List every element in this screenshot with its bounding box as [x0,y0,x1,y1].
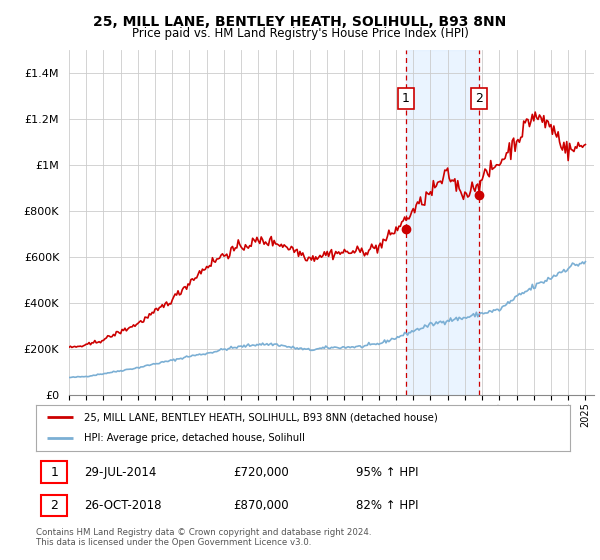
Text: 1: 1 [50,465,58,479]
Text: Price paid vs. HM Land Registry's House Price Index (HPI): Price paid vs. HM Land Registry's House … [131,27,469,40]
Text: 29-JUL-2014: 29-JUL-2014 [84,465,157,479]
Text: 82% ↑ HPI: 82% ↑ HPI [356,498,419,512]
Text: 26-OCT-2018: 26-OCT-2018 [84,498,161,512]
Text: 95% ↑ HPI: 95% ↑ HPI [356,465,419,479]
Bar [406,50,479,395]
Text: HPI: Average price, detached house, Solihull: HPI: Average price, detached house, Soli… [84,433,305,444]
Text: Contains HM Land Registry data © Crown copyright and database right 2024.
This d: Contains HM Land Registry data © Crown c… [36,528,371,547]
Text: 25, MILL LANE, BENTLEY HEATH, SOLIHULL, B93 8NN (detached house): 25, MILL LANE, BENTLEY HEATH, SOLIHULL, … [84,412,438,422]
Text: 2: 2 [475,92,483,105]
Text: 25, MILL LANE, BENTLEY HEATH, SOLIHULL, B93 8NN: 25, MILL LANE, BENTLEY HEATH, SOLIHULL, … [94,15,506,29]
FancyBboxPatch shape [41,494,67,516]
FancyBboxPatch shape [41,461,67,483]
Text: £870,000: £870,000 [233,498,289,512]
Text: 2: 2 [50,498,58,512]
Text: 1: 1 [402,92,410,105]
Text: £720,000: £720,000 [233,465,289,479]
